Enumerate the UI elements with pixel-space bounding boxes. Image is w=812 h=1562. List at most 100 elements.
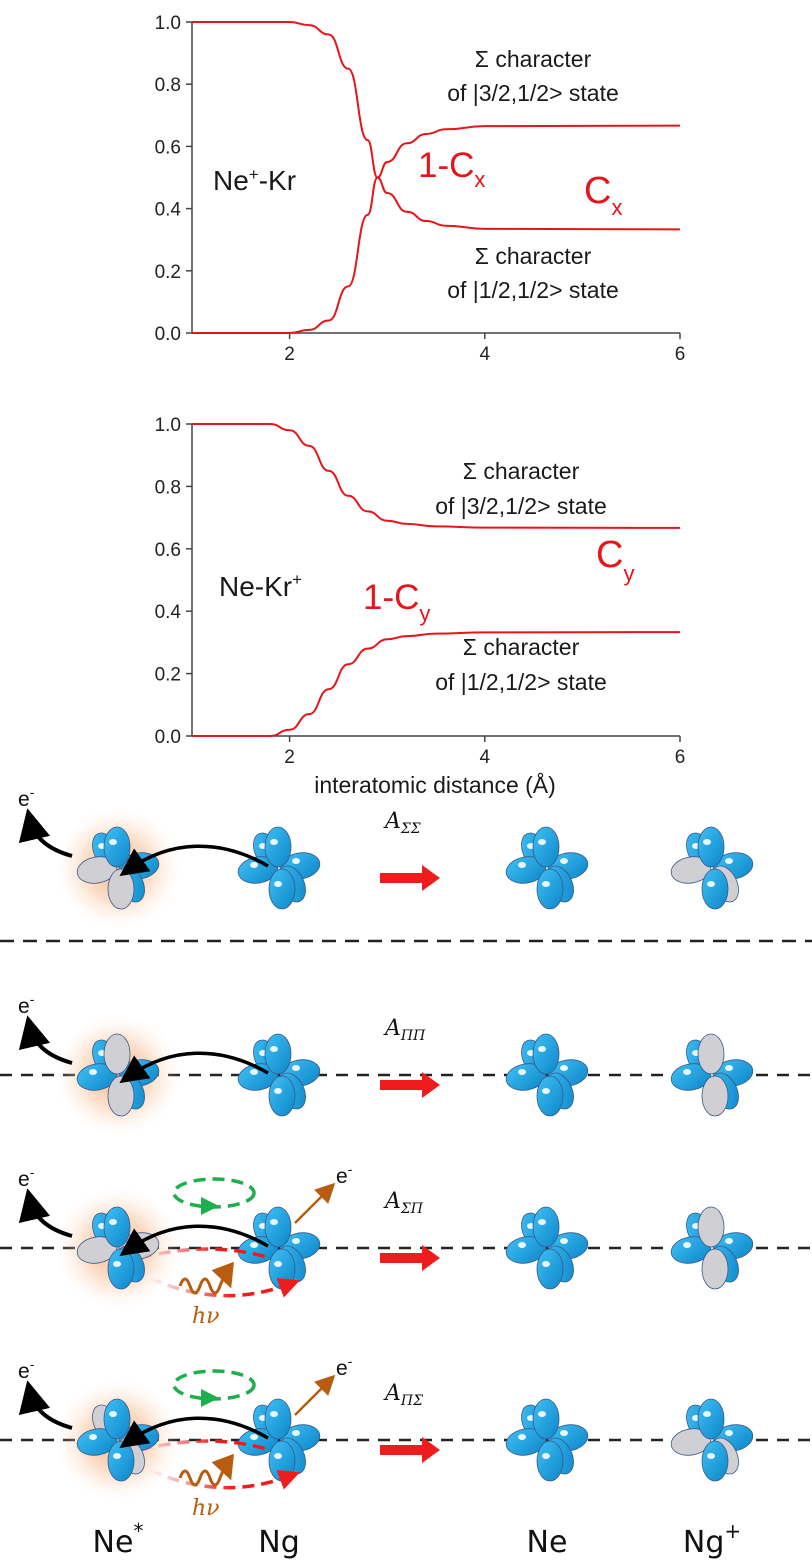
- orbital-lobe: [268, 868, 296, 910]
- lobe-highlight: [542, 881, 550, 887]
- electron-transfer-arrow: [119, 1224, 269, 1257]
- photon-wave: [178, 1453, 234, 1487]
- molecule-base: Ne: [213, 165, 249, 196]
- emission-arrow: [18, 1015, 73, 1065]
- curve-label-c: Cx: [584, 170, 622, 220]
- lobe-highlight: [538, 839, 546, 845]
- lobe-highlight: [542, 1261, 550, 1267]
- lower-annotation-line2: of |1/2,1/2> state: [435, 669, 607, 695]
- molecule-sup: +: [249, 165, 259, 184]
- red-arc-upper: [139, 1439, 271, 1452]
- excitation-glow: [56, 1188, 180, 1308]
- emission-arrow: [18, 808, 73, 858]
- x-tick-label: 2: [284, 747, 295, 768]
- amplitude-label: AΠΠ: [383, 1016, 426, 1044]
- upper-annotation-line2: of |3/2,1/2> state: [447, 80, 619, 106]
- orbital-lobe: [532, 1206, 560, 1248]
- orbital-lobe: [697, 1398, 725, 1440]
- ne-orbital: [505, 826, 589, 910]
- curve-label-c: Cy: [596, 534, 634, 586]
- transition-arrow: [380, 865, 440, 891]
- x-tick-label: 6: [675, 344, 686, 365]
- orbital-lobe: [103, 1398, 131, 1440]
- orbital-lobe: [536, 1248, 564, 1290]
- photon-label: hν: [192, 1304, 220, 1329]
- orbital-lobe: [697, 826, 725, 868]
- ne-orbital: [505, 1033, 589, 1117]
- lobe-highlight: [518, 1242, 526, 1248]
- species-label-ne: Ne: [527, 1525, 568, 1560]
- lobe-highlight: [560, 858, 568, 864]
- orbital-lobe: [697, 1206, 725, 1248]
- orbital-lobe: [697, 1033, 725, 1075]
- amplitude-label: AΣΠ: [383, 1189, 424, 1217]
- ng-plus-orbital: [670, 1398, 754, 1482]
- green-loop: [172, 1177, 256, 1209]
- species-labels: Ne* Ng Ne Ng+: [93, 1519, 742, 1560]
- lobe-highlight: [560, 1238, 568, 1244]
- electron-label: e-: [18, 1356, 35, 1383]
- transition-arrow: [380, 1072, 440, 1098]
- molecule-rest: -Kr: [259, 165, 296, 196]
- y-tick-label: 0.0: [155, 324, 181, 345]
- electron-label: e-: [18, 784, 35, 811]
- lobe-highlight: [703, 839, 711, 845]
- y-tick-label: 0.6: [155, 137, 181, 158]
- photon-wave: [178, 1261, 234, 1295]
- orbital-lobe: [107, 868, 135, 910]
- lobe-highlight: [274, 1088, 282, 1094]
- upper-annotation-line1: Σ character: [475, 46, 592, 72]
- species-label-ng-plus: Ng+: [683, 1519, 741, 1560]
- curve-label-one-minus: 1-Cy: [363, 578, 430, 626]
- x-tick-label: 6: [675, 747, 686, 768]
- orbital-lobe: [107, 1248, 135, 1290]
- svg-text:Ne+-Kr: Ne+-Kr: [213, 165, 296, 196]
- transition-arrow: [380, 1437, 440, 1463]
- lobe-highlight: [250, 1069, 258, 1075]
- ne-orbital: [505, 1206, 589, 1290]
- lobe-highlight: [270, 1411, 278, 1417]
- ne-orbital: [505, 1398, 589, 1482]
- lobe-highlight: [89, 1069, 97, 1075]
- molecule-label: Ne-Kr+: [219, 570, 302, 602]
- ng-plus-orbital: [670, 826, 754, 910]
- series-line-2: [192, 631, 681, 738]
- curve-label-one-minus: 1-Cx: [418, 146, 485, 192]
- lobe-highlight: [292, 1065, 300, 1071]
- ng-plus-orbital: [670, 1033, 754, 1117]
- lobe-highlight: [518, 1069, 526, 1075]
- molecule-label: Ne+-Kr: [213, 165, 296, 196]
- upper-annotation-line2: of |3/2,1/2> state: [435, 493, 607, 519]
- lobe-highlight: [113, 1261, 121, 1267]
- lobe-highlight: [274, 1453, 282, 1459]
- lobe-highlight: [518, 862, 526, 868]
- species-label-ng: Ng: [258, 1525, 299, 1560]
- upper-annotation-line1: Σ character: [463, 458, 580, 484]
- lobe-highlight: [109, 1219, 117, 1225]
- lobe-highlight: [707, 881, 715, 887]
- photon-label: hν: [192, 1496, 220, 1521]
- electron-transfer-arrow: [119, 844, 269, 877]
- orbital-lobe: [103, 1206, 131, 1248]
- lobe-highlight: [542, 1453, 550, 1459]
- lobe-highlight: [538, 1219, 546, 1225]
- lobe-highlight: [707, 1453, 715, 1459]
- red-arc-upper: [139, 1247, 271, 1260]
- lobe-highlight: [518, 1434, 526, 1440]
- lobe-highlight: [250, 1434, 258, 1440]
- lobe-highlight: [292, 858, 300, 864]
- y-tick-label: 0.4: [155, 602, 182, 623]
- secondary-electron-arrow: [294, 1374, 336, 1416]
- y-tick-label: 0.2: [155, 665, 181, 686]
- ng-orbital: [237, 826, 321, 910]
- orbital-lobe: [536, 1440, 564, 1482]
- amplitude-label: AΠΣ: [383, 1381, 423, 1409]
- electron-label: e-: [18, 991, 35, 1018]
- lower-annotation-line2: of |1/2,1/2> state: [447, 277, 619, 303]
- lobe-highlight: [109, 839, 117, 845]
- orbital-lobe: [268, 1440, 296, 1482]
- excitation-glow: [56, 808, 180, 928]
- lobe-highlight: [270, 1046, 278, 1052]
- chart-top: 0.0 0.2 0.4 0.6 0.8 1.0 2 4 6 Ne+-Kr Σ character…: [155, 13, 686, 365]
